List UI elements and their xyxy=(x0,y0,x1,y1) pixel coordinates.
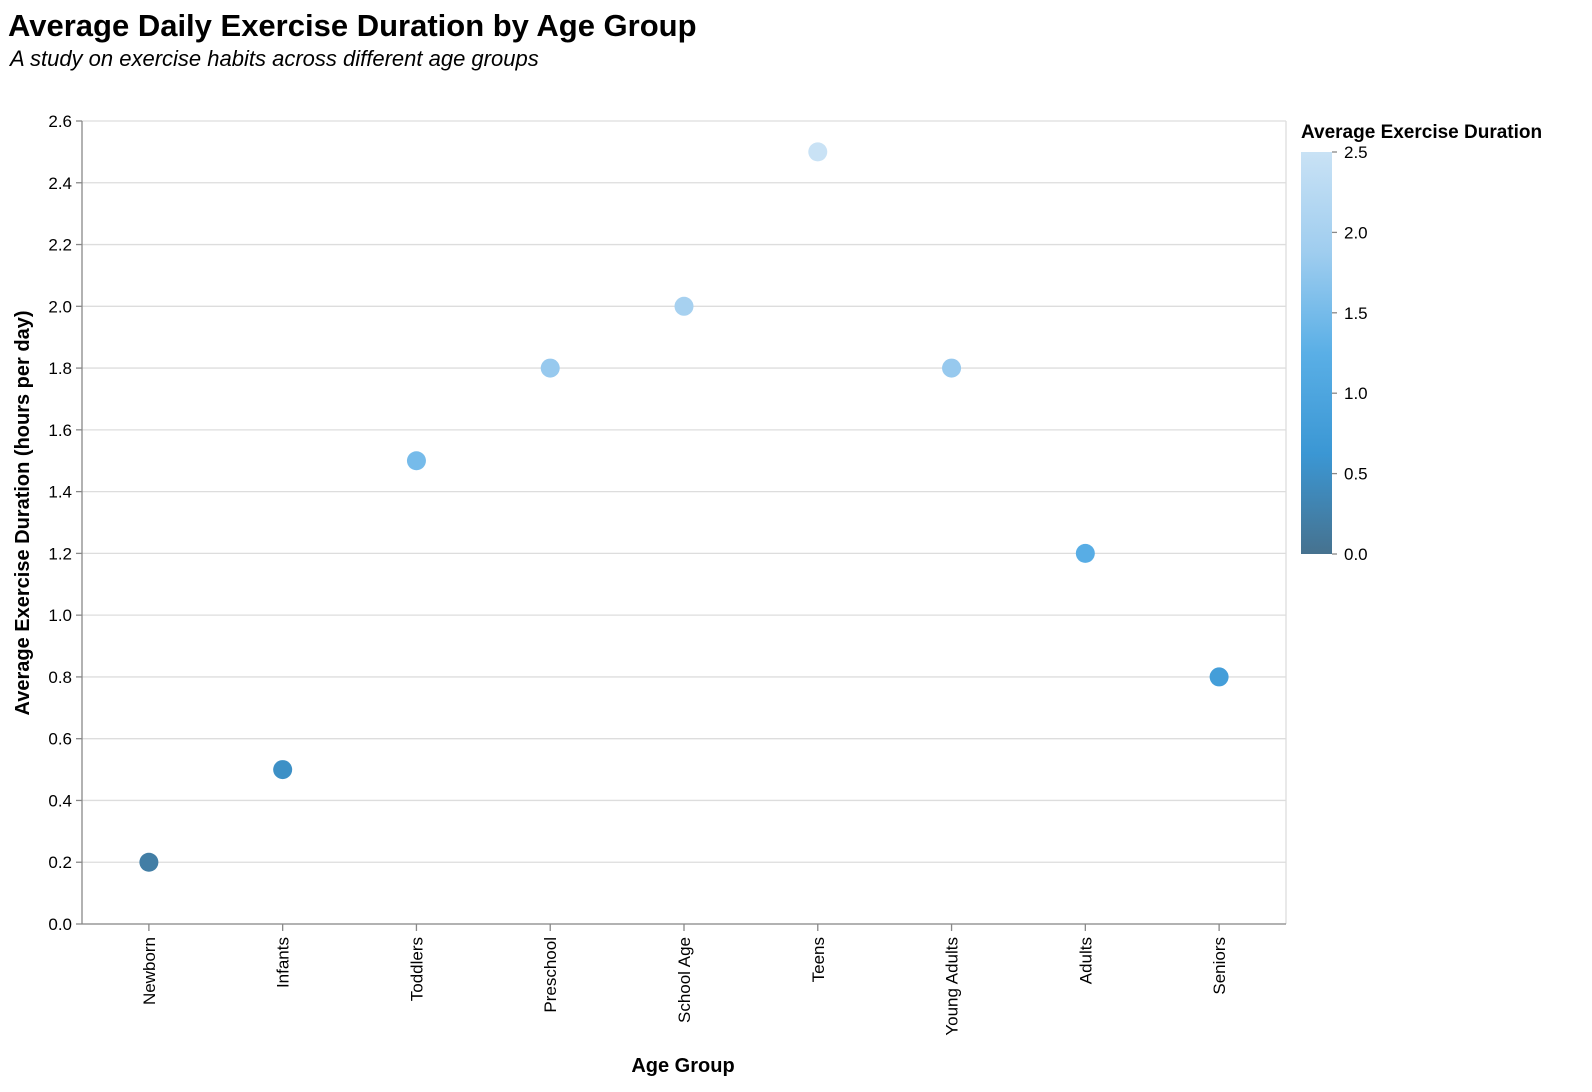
y-tick-label: 1.8 xyxy=(48,359,72,378)
x-tick-label: School Age xyxy=(675,937,694,1023)
y-tick-label: 1.0 xyxy=(48,606,72,625)
x-tick-label: Toddlers xyxy=(407,937,426,1001)
data-points xyxy=(139,142,1229,872)
y-tick-label: 0.2 xyxy=(48,853,72,872)
data-point[interactable] xyxy=(139,852,159,872)
chart-title: Average Daily Exercise Duration by Age G… xyxy=(8,8,697,43)
legend-ticks: 0.0 0.5 1.0 1.5 2.0 2.5 xyxy=(1332,143,1368,564)
legend-tick-label: 1.5 xyxy=(1344,304,1368,323)
y-axis-title: Average Exercise Duration (hours per day… xyxy=(12,311,34,716)
plot-area: 0.0 0.2 0.4 0.6 0.8 1.0 1.2 1.4 1.6 1.8 2.0 2.2 2.4 2… xyxy=(48,112,1287,1036)
data-point[interactable] xyxy=(406,451,426,471)
y-axis: 0.0 0.2 0.4 0.6 0.8 1.0 1.2 1.4 1.6 1.8 2.0 2.2 2.4 2… xyxy=(48,112,83,934)
y-tick-label: 0.6 xyxy=(48,730,72,749)
chart-subtitle: A study on exercise habits across differ… xyxy=(8,46,539,71)
x-tick-label: Seniors xyxy=(1210,937,1229,995)
legend-tick-label: 1.0 xyxy=(1344,384,1368,403)
x-tick-label: Young Adults xyxy=(943,937,962,1036)
x-tick-label: Adults xyxy=(1076,937,1095,984)
y-tick-label: 1.6 xyxy=(48,421,72,440)
y-tick-label: 2.4 xyxy=(48,174,72,193)
x-tick-label: Newborn xyxy=(140,937,159,1005)
data-point[interactable] xyxy=(674,296,694,316)
x-tick-label: Infants xyxy=(274,937,293,988)
y-tick-label: 2.0 xyxy=(48,297,72,316)
legend-tick-label: 2.0 xyxy=(1344,223,1368,242)
y-tick-label: 2.2 xyxy=(48,236,72,255)
data-point[interactable] xyxy=(808,142,828,162)
legend-tick-label: 0.0 xyxy=(1344,545,1368,564)
y-tick-label: 1.2 xyxy=(48,544,72,563)
legend-title: Average Exercise Duration xyxy=(1301,122,1542,143)
y-tick-label: 0.4 xyxy=(48,791,72,810)
x-axis-title: Age Group xyxy=(631,1055,734,1077)
legend-gradient-bar xyxy=(1301,152,1332,554)
legend-tick-label: 2.5 xyxy=(1344,143,1368,162)
data-point[interactable] xyxy=(1075,543,1095,563)
x-tick-label: Teens xyxy=(809,937,828,982)
data-point[interactable] xyxy=(273,760,293,780)
y-tick-label: 2.6 xyxy=(48,112,72,131)
legend-tick-label: 0.5 xyxy=(1344,465,1368,484)
gridlines xyxy=(82,120,1287,925)
data-point[interactable] xyxy=(1209,667,1229,687)
data-point[interactable] xyxy=(540,358,560,378)
x-axis: Newborn Infants Toddlers Preschool School Ag… xyxy=(82,923,1286,1036)
color-legend: Average Exercise Duration 0.0 0.5 1.0 1.5 2.… xyxy=(1301,122,1542,564)
y-tick-label: 0.8 xyxy=(48,668,72,687)
y-tick-label: 1.4 xyxy=(48,483,72,502)
y-tick-label: 0.0 xyxy=(48,915,72,934)
data-point[interactable] xyxy=(942,358,962,378)
x-tick-label: Preschool xyxy=(541,937,560,1013)
